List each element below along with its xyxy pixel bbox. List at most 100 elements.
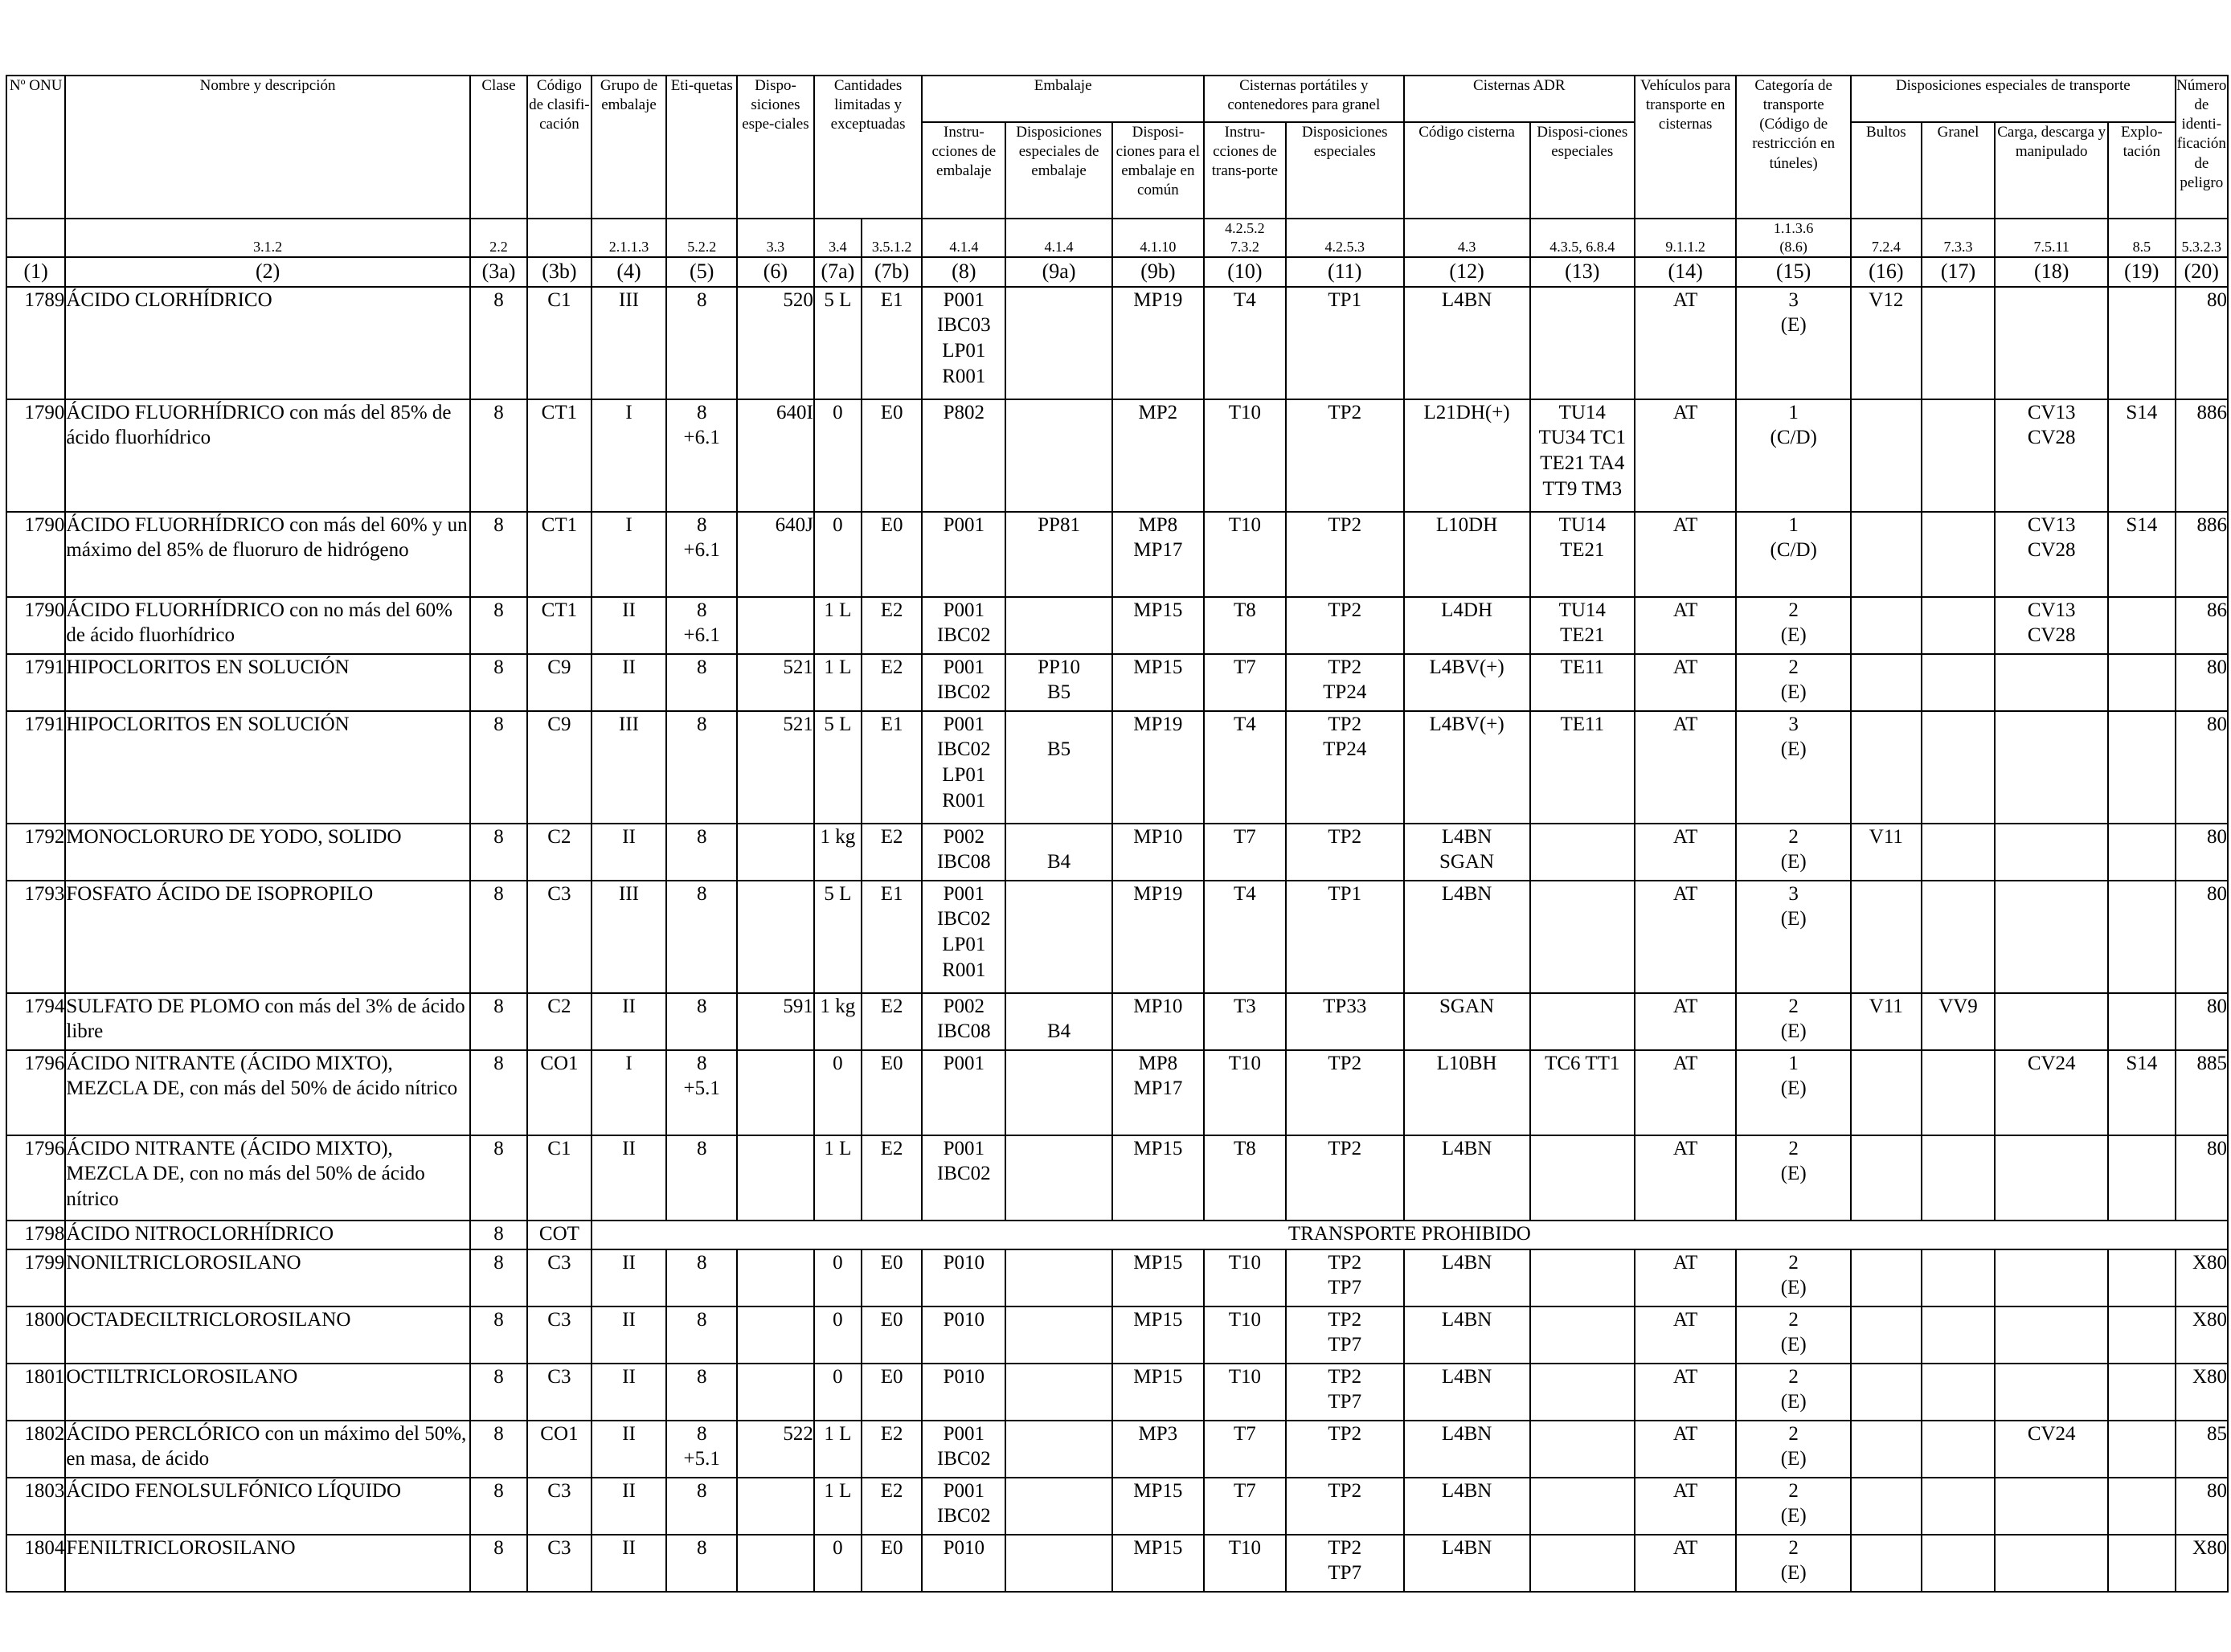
table-cell: TP2 TP24 <box>1284 709 1405 824</box>
reference-cell: 7.5.11 <box>1994 218 2110 258</box>
table-cell <box>1994 822 2110 881</box>
name-cell: ÁCIDO NITRANTE (ÁCIDO MIXTO), MEZCLA DE,… <box>64 1049 471 1136</box>
table-cell: P010 <box>921 1533 1007 1593</box>
table-cell: 885 <box>2174 1049 2229 1136</box>
table-cell: TP2 <box>1284 1134 1405 1221</box>
table-cell: II <box>590 1476 668 1535</box>
table-cell <box>1529 1305 1635 1364</box>
table-cell: 80 <box>2174 822 2229 881</box>
table-cell: T10 <box>1202 510 1287 598</box>
table-cell <box>1994 1305 2110 1364</box>
table-cell: MP19 <box>1111 879 1205 994</box>
table-cell <box>1529 822 1635 881</box>
table-cell <box>1850 1134 1922 1221</box>
table-cell <box>1920 1134 1996 1221</box>
table-cell <box>1529 1419 1635 1478</box>
header-special-transport-provisions: Disposiciones especiales de transporte <box>1850 75 2176 123</box>
table-cell: 0 <box>813 1305 862 1364</box>
table-row: 1794 SULFATO DE PLOMO con más del 3% de á… <box>5 992 2229 1051</box>
table-cell <box>1005 285 1113 400</box>
table-cell: 1 (C/D) <box>1735 510 1852 598</box>
table-cell: III <box>590 879 668 994</box>
table-cell: AT <box>1633 822 1738 881</box>
table-cell: T7 <box>1202 1476 1287 1535</box>
table-cell: 8 <box>469 1419 529 1478</box>
table-cell: AT <box>1633 1248 1738 1307</box>
header-portable-tanks: Cisternas portátiles y contenedores para… <box>1202 75 1405 123</box>
table-cell: 8 <box>469 709 529 824</box>
header-classification-code: Código de clasifi-cación <box>526 75 592 219</box>
table-cell <box>1994 992 2110 1051</box>
table-cell: 8 <box>469 1134 529 1221</box>
table-cell: 886 <box>2174 398 2229 513</box>
table-cell: AT <box>1633 709 1738 824</box>
table-cell: 8 <box>469 1049 529 1136</box>
header-class: Clase <box>469 75 529 219</box>
table-cell: VV9 <box>1920 992 1996 1051</box>
column-index-cell: (11) <box>1284 256 1405 288</box>
column-index-cell: (3b) <box>526 256 592 288</box>
column-index-cell: (9b) <box>1111 256 1205 288</box>
table-cell <box>1529 285 1635 400</box>
reference-cell: 4.3 <box>1402 218 1531 258</box>
column-index-cell: (7b) <box>860 256 923 288</box>
column-index-cell: (12) <box>1402 256 1531 288</box>
un-number-cell: 1796 <box>5 1049 67 1136</box>
table-cell: C9 <box>526 709 592 824</box>
table-cell: P010 <box>921 1362 1007 1421</box>
table-cell: CT1 <box>526 510 592 598</box>
table-cell: TP2 <box>1284 510 1405 598</box>
table-cell: 1 (C/D) <box>1735 398 1852 513</box>
table-cell: 8 <box>665 652 739 712</box>
table-cell <box>2107 709 2176 824</box>
table-cell <box>1005 1305 1113 1364</box>
table-row: 1790 ÁCIDO FLUORHÍDRICO con más del 60% y… <box>5 510 2229 598</box>
table-cell <box>2107 1248 2176 1307</box>
table-cell: TP2 TP24 <box>1284 652 1405 712</box>
table-cell <box>1850 1533 1922 1593</box>
table-cell <box>1005 1049 1113 1136</box>
table-cell: 80 <box>2174 1476 2229 1535</box>
table-cell: TP1 <box>1284 285 1405 400</box>
table-cell <box>1920 1049 1996 1136</box>
header-labels: Eti-quetas <box>665 75 739 219</box>
table-cell <box>1529 1248 1635 1307</box>
table-cell: T4 <box>1202 285 1287 400</box>
table-cell <box>1994 1533 2110 1593</box>
reference-cell: 3.4 <box>813 218 862 258</box>
table-cell: 886 <box>2174 510 2229 598</box>
column-index-cell: (6) <box>736 256 815 288</box>
table-cell <box>736 595 815 655</box>
table-cell: 8 <box>469 595 529 655</box>
table-cell: B5 <box>1005 709 1113 824</box>
header-packing-group: Grupo de embalaje <box>590 75 668 219</box>
table-header: Nº ONU Nombre y descripción Clase Código… <box>5 75 2229 288</box>
table-cell: CV24 <box>1994 1419 2110 1478</box>
table-cell: 2 (E) <box>1735 1476 1852 1535</box>
name-cell: FOSFATO ÁCIDO DE ISOPROPILO <box>64 879 471 994</box>
name-cell: ÁCIDO CLORHÍDRICO <box>64 285 471 400</box>
table-cell: P002 IBC08 <box>921 992 1007 1051</box>
table-cell: P802 <box>921 398 1007 513</box>
table-cell <box>1920 510 1996 598</box>
header-loading: Carga, descarga y manipulado <box>1994 121 2110 219</box>
table-cell <box>1994 1134 2110 1221</box>
table-cell: 8 +5.1 <box>665 1419 739 1478</box>
column-index-cell: (9a) <box>1005 256 1113 288</box>
header-hazard-id-number: Número de identi-ficación de peligro <box>2174 75 2229 219</box>
table-cell: 2 (E) <box>1735 1419 1852 1478</box>
table-cell <box>1005 1533 1113 1593</box>
table-cell: CV24 <box>1994 1049 2110 1136</box>
table-cell: T4 <box>1202 709 1287 824</box>
table-cell: P001 IBC03 LP01 R001 <box>921 285 1007 400</box>
table-cell: L4BN <box>1402 1533 1531 1593</box>
table-cell: 1 L <box>813 1134 862 1221</box>
table-cell: 1 L <box>813 652 862 712</box>
name-cell: OCTADECILTRICLOROSILANO <box>64 1305 471 1364</box>
table-cell: 8 +6.1 <box>665 510 739 598</box>
table-cell <box>1920 398 1996 513</box>
column-index-cell: (19) <box>2107 256 2176 288</box>
table-cell: 520 <box>736 285 815 400</box>
table-cell: T7 <box>1202 822 1287 881</box>
table-cell: L4BN <box>1402 1305 1531 1364</box>
